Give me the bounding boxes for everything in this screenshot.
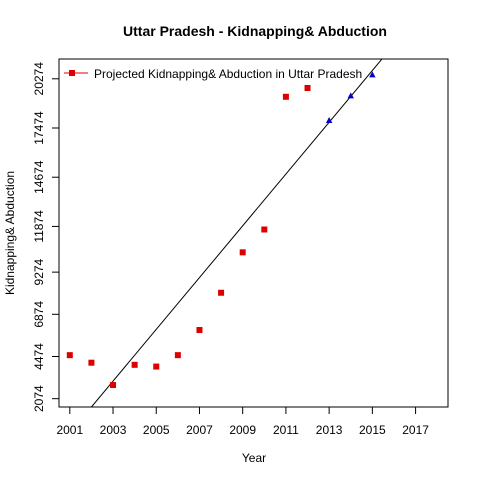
legend-entry: Projected Kidnapping& Abduction in Uttar… (94, 67, 362, 81)
y-axis-label: Kidnapping& Abduction (3, 171, 17, 295)
trend-line-group (91, 59, 383, 407)
data-point-square (110, 382, 117, 389)
x-tick-label: 2015 (359, 423, 386, 437)
y-tick-label: 6874 (32, 301, 46, 328)
x-tick-label: 2017 (402, 423, 429, 437)
y-axis: 2074 4474 6874 9274 11874 14674 17474 20274 (32, 62, 59, 412)
y-tick-label: 17474 (32, 111, 46, 145)
data-point-triangle (347, 92, 354, 99)
data-point-triangle (369, 71, 376, 78)
data-point-square (88, 359, 95, 366)
legend: Projected Kidnapping& Abduction in Uttar… (64, 67, 362, 81)
y-tick-label: 14674 (32, 160, 46, 194)
data-point-square (218, 289, 225, 296)
data-points (66, 71, 376, 389)
y-tick-label: 9274 (32, 258, 46, 285)
y-tick-label: 11874 (32, 210, 46, 243)
data-point-triangle (325, 117, 333, 124)
x-tick-label: 2013 (316, 423, 343, 437)
data-point-square (131, 361, 138, 368)
x-tick-label: 2003 (100, 423, 127, 437)
x-tick-label: 2009 (229, 423, 256, 437)
data-point-square (304, 85, 311, 91)
x-axis: 2001 2003 2005 2007 2009 2011 2013 2015 2017 (56, 407, 429, 437)
data-point-square (153, 363, 160, 370)
x-tick-label: 2005 (143, 423, 170, 437)
chart-title: Uttar Pradesh - Kidnapping& Abduction (123, 23, 387, 39)
data-point-square (261, 226, 268, 233)
x-axis-label: Year (242, 451, 266, 465)
plot-frame (58, 58, 449, 408)
x-tick-label: 2007 (186, 423, 213, 437)
x-tick-label: 2001 (56, 423, 83, 437)
y-tick-label: 20274 (32, 62, 46, 96)
data-point-square (196, 327, 203, 334)
data-point-square (66, 352, 73, 359)
trend-line (91, 59, 383, 407)
y-tick-label: 4474 (32, 343, 46, 370)
data-point-square (282, 93, 289, 100)
x-tick-label: 2011 (273, 423, 299, 437)
data-point-square (174, 352, 181, 359)
data-point-square (239, 249, 246, 256)
y-tick-label: 2074 (32, 385, 46, 412)
legend-marker (69, 70, 75, 76)
